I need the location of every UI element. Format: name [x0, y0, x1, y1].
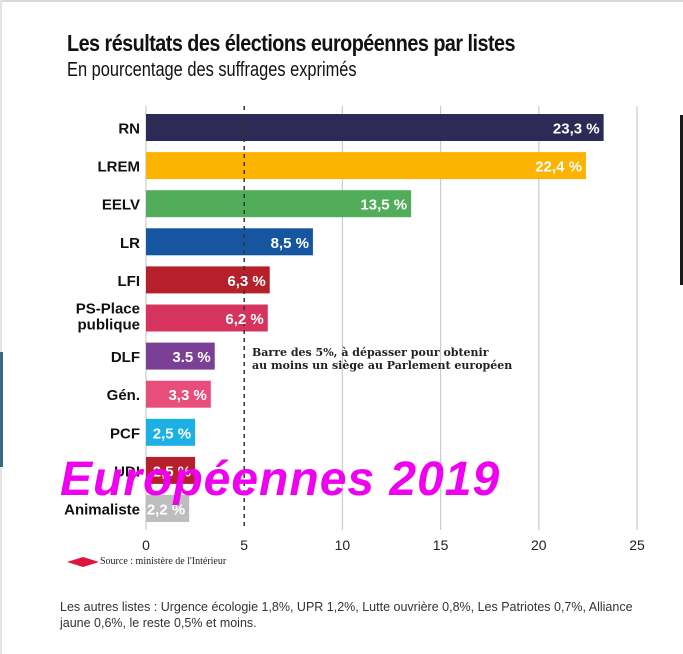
source-diamond-icon	[67, 557, 99, 567]
x-tick-label: 10	[335, 537, 351, 553]
x-axis-ticks: 0 5 10 15 20 25	[142, 537, 645, 553]
bar	[146, 114, 604, 141]
category-label: publique	[78, 317, 141, 334]
chart-subtitle: En pourcentage des suffrages exprimés	[67, 59, 357, 81]
category-label: Animaliste	[64, 502, 140, 519]
watermark-text: Européennes 2019	[60, 453, 501, 506]
bar	[146, 380, 211, 408]
x-tick-label: 0	[142, 537, 150, 553]
value-label: 2,2 %	[147, 502, 185, 519]
bar	[146, 152, 586, 180]
category-label: LR	[120, 235, 140, 252]
category-label: PCF	[110, 425, 140, 442]
value-label: 6,2 %	[225, 311, 263, 328]
value-label: 6,3 %	[227, 273, 265, 290]
x-tick-label: 20	[531, 537, 547, 553]
category-label: LFI	[118, 273, 141, 290]
bar	[146, 456, 196, 484]
bar	[146, 495, 190, 522]
image-border-top	[0, 0, 683, 2]
value-label: 22,4 %	[535, 159, 582, 176]
image-border-left	[0, 0, 2, 654]
category-label: LREM	[98, 159, 141, 176]
bar	[146, 228, 313, 256]
threshold-annotation-line2: au moins un siège au Parlement européen	[252, 359, 513, 372]
bars	[146, 114, 604, 522]
other-lists-note: Les autres listes : Urgence écologie 1,8…	[60, 600, 633, 630]
source-credit: Source : ministère de l'Intérieur	[100, 556, 227, 567]
value-label: 3,3 %	[168, 387, 206, 404]
value-label: 2,5 %	[153, 463, 191, 480]
bar	[146, 266, 270, 294]
category-label: RN	[118, 121, 140, 138]
value-label: 23,3 %	[553, 121, 600, 138]
cropped-edge-right	[680, 115, 683, 285]
bar	[146, 342, 215, 370]
chart-title: Les résultats des élections européennes …	[67, 30, 516, 56]
value-label: 2,5 %	[153, 425, 191, 442]
value-label: 3.5 %	[172, 349, 210, 366]
bar	[146, 304, 268, 332]
bar	[146, 418, 196, 446]
value-label: 8,5 %	[271, 235, 309, 252]
threshold-annotation-line1: Barre des 5%, à dépasser pour obtenir	[252, 346, 489, 359]
cropped-edge-left	[0, 352, 3, 467]
category-label: UDI	[114, 463, 140, 480]
value-labels: 23,3 % 22,4 % 13,5 % 8,5 % 6,3 % 6,2 % 3.5 % 3,…	[147, 121, 600, 519]
threshold-annotation: Barre des 5%, à dépasser pour obtenir au…	[252, 346, 512, 372]
category-label: Gén.	[107, 387, 140, 404]
bar	[146, 190, 412, 218]
x-tick-label: 25	[629, 537, 645, 553]
category-label: PS-Place	[76, 301, 140, 318]
category-label: DLF	[111, 349, 140, 366]
category-label: EELV	[102, 197, 140, 214]
x-tick-label: 15	[433, 537, 449, 553]
x-tick-label: 5	[240, 537, 248, 553]
value-label: 13,5 %	[360, 197, 407, 214]
